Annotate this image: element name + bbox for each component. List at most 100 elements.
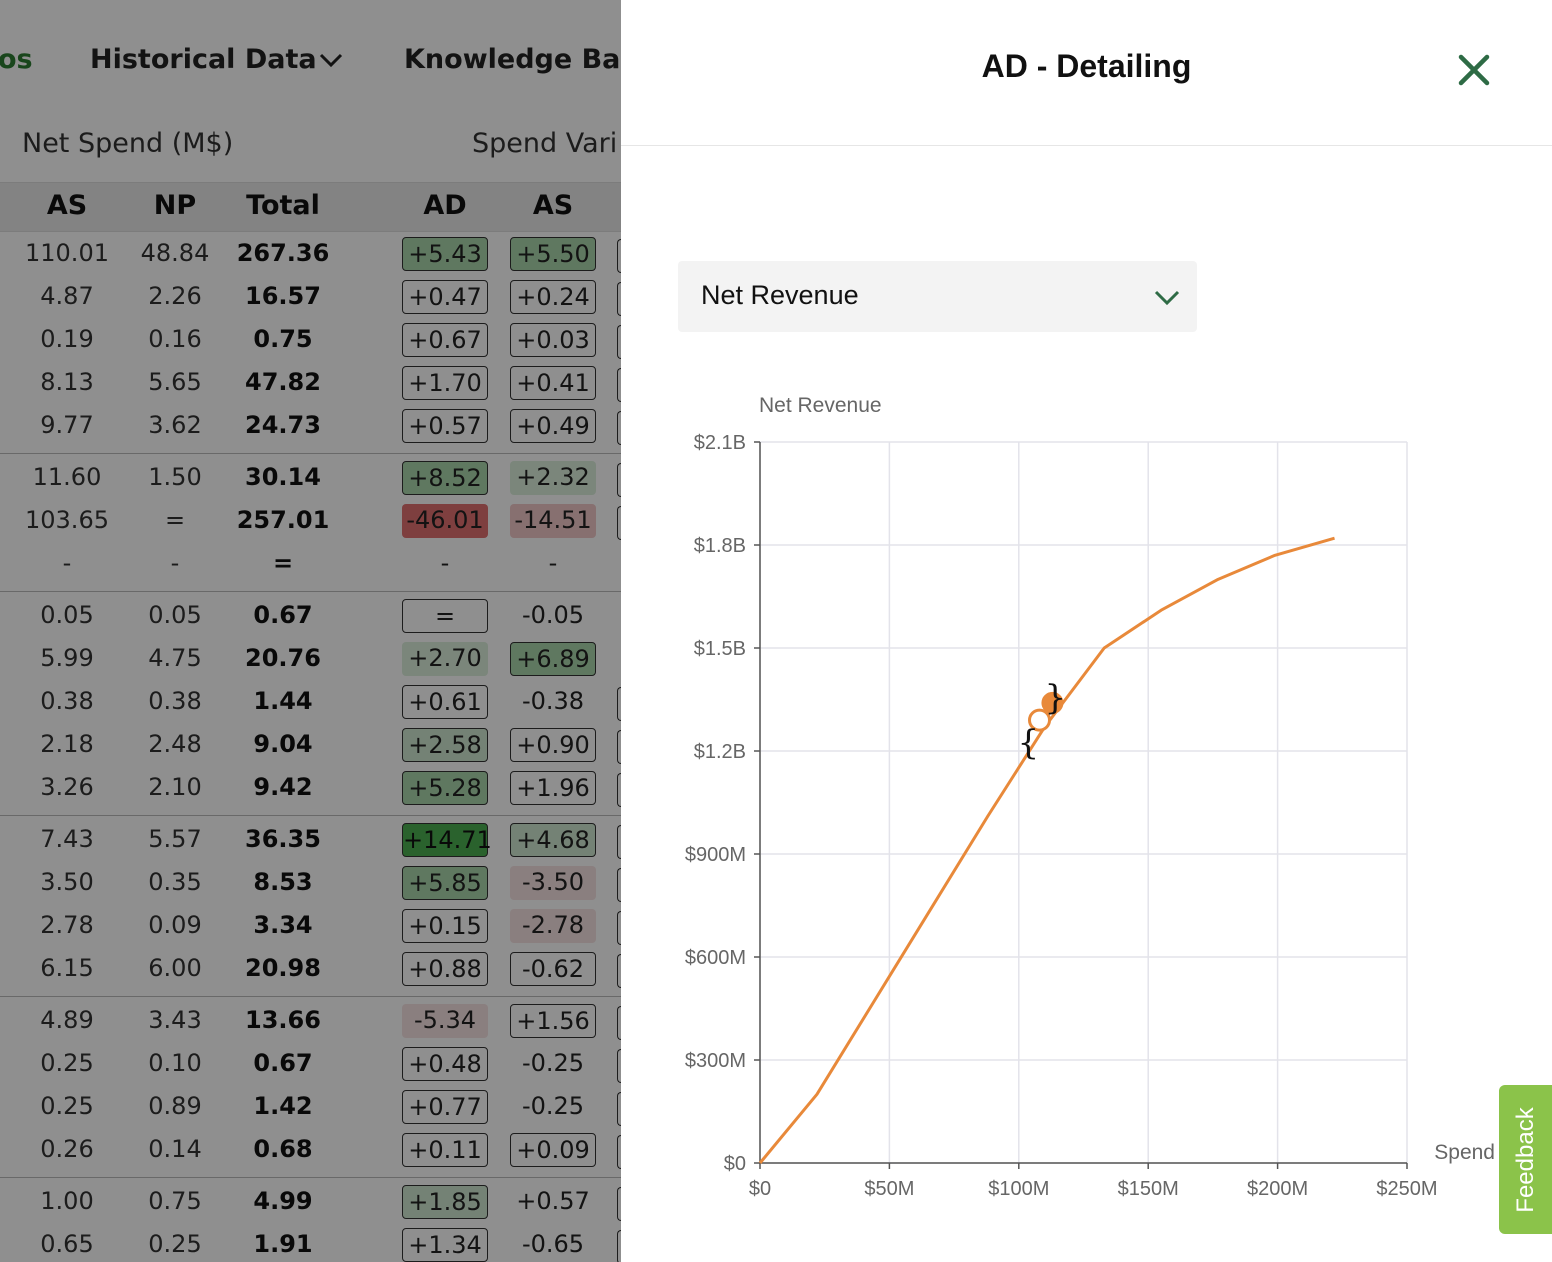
column-header-total[interactable]: Total bbox=[246, 190, 320, 221]
y-tick-label: $2.1B bbox=[694, 432, 746, 454]
column-header-ad[interactable]: AD bbox=[423, 190, 467, 221]
cell-as-variance: +1.96 bbox=[510, 771, 596, 805]
cell-total: 0.67 bbox=[253, 601, 313, 629]
cell-ad-variance: = bbox=[402, 599, 488, 633]
cell-np-variance-cut bbox=[617, 1049, 621, 1083]
metric-dropdown[interactable]: Net Revenue bbox=[678, 261, 1197, 332]
x-tick-label: $250M bbox=[1376, 1178, 1437, 1200]
cell-ad-variance: +0.61 bbox=[402, 685, 488, 719]
cell-total: 257.01 bbox=[236, 506, 330, 534]
cell-as: 0.19 bbox=[40, 325, 94, 353]
table-group-divider bbox=[0, 453, 621, 454]
cell-np-variance-cut bbox=[617, 282, 621, 316]
table-row[interactable]: 3.26 2.10 9.42 +5.28 +1.96 bbox=[0, 767, 621, 810]
cell-as: 0.05 bbox=[40, 601, 94, 629]
x-axis-title: Spend bbox=[1434, 1141, 1495, 1164]
cell-as-variance: +2.32 bbox=[510, 461, 596, 495]
cell-np-variance-cut bbox=[617, 730, 621, 764]
cell-np: 1.50 bbox=[148, 463, 202, 491]
cell-np: 0.35 bbox=[148, 868, 202, 896]
table-row[interactable]: 1.00 0.75 4.99 +1.85 +0.57 bbox=[0, 1181, 621, 1224]
cell-np: 2.48 bbox=[148, 730, 202, 758]
y-tick-label: $900M bbox=[685, 844, 746, 866]
feedback-label: Feedback bbox=[1511, 1106, 1539, 1213]
cell-as-variance: +0.57 bbox=[516, 1187, 590, 1215]
table-row[interactable]: 110.01 48.84 267.36 +5.43 +5.50 bbox=[0, 233, 621, 276]
cell-ad-variance: +8.52 bbox=[402, 461, 488, 495]
table-row[interactable]: 2.18 2.48 9.04 +2.58 +0.90 bbox=[0, 724, 621, 767]
cell-np-variance-cut bbox=[617, 1187, 621, 1221]
nav-item-knowledge-base[interactable]: Knowledge Base bbox=[404, 44, 621, 75]
cell-total: 24.73 bbox=[245, 411, 321, 439]
table-row[interactable]: 4.87 2.26 16.57 +0.47 +0.24 bbox=[0, 276, 621, 319]
cell-as: 0.26 bbox=[40, 1135, 94, 1163]
table-row[interactable]: 4.89 3.43 13.66 -5.34 +1.56 bbox=[0, 1000, 621, 1043]
cell-as: 3.50 bbox=[40, 868, 94, 896]
cell-total: 4.99 bbox=[253, 1187, 313, 1215]
x-tick-label: $100M bbox=[988, 1178, 1049, 1200]
feedback-tab[interactable]: Feedback bbox=[1499, 1085, 1552, 1234]
table-row[interactable]: - - = - - bbox=[0, 543, 621, 586]
table-row[interactable]: 9.77 3.62 24.73 +0.57 +0.49 bbox=[0, 405, 621, 448]
cell-np: 6.00 bbox=[148, 954, 202, 982]
cell-as-variance: +1.56 bbox=[510, 1004, 596, 1038]
table-row[interactable]: 0.26 0.14 0.68 +0.11 +0.09 bbox=[0, 1129, 621, 1172]
table-row[interactable]: 2.78 0.09 3.34 +0.15 -2.78 bbox=[0, 905, 621, 948]
cell-as: 11.60 bbox=[32, 463, 102, 491]
cell-as-variance: +0.03 bbox=[510, 323, 596, 357]
chevron-down-icon bbox=[1154, 290, 1180, 306]
table-row[interactable]: 7.43 5.57 36.35 +14.71 +4.68 bbox=[0, 819, 621, 862]
current-bracket-icon: { bbox=[1018, 723, 1040, 763]
cell-as-variance: -0.25 bbox=[521, 1049, 585, 1077]
table-group-header: Net Spend (M$) Spend Vari bbox=[0, 130, 621, 182]
table-row[interactable]: 0.25 0.89 1.42 +0.77 -0.25 bbox=[0, 1086, 621, 1129]
panel-divider bbox=[621, 145, 1552, 146]
detail-panel: AD - Detailing Net Revenue bbox=[621, 0, 1552, 1262]
cell-np: = bbox=[164, 506, 186, 534]
table-row[interactable]: 6.15 6.00 20.98 +0.88 -0.62 bbox=[0, 948, 621, 991]
cell-as-variance: +0.41 bbox=[510, 366, 596, 400]
table-row[interactable]: 0.65 0.25 1.91 +1.34 -0.65 bbox=[0, 1224, 621, 1262]
cell-total: 9.42 bbox=[253, 773, 313, 801]
nav-item-partial[interactable]: os bbox=[0, 44, 33, 75]
table-row[interactable]: 5.99 4.75 20.76 +2.70 +6.89 bbox=[0, 638, 621, 681]
cell-np: 48.84 bbox=[140, 239, 210, 267]
cell-as-variance: -14.51 bbox=[510, 504, 596, 538]
table-row[interactable]: 0.05 0.05 0.67 = -0.05 bbox=[0, 595, 621, 638]
cell-total: 3.34 bbox=[253, 911, 313, 939]
table-row[interactable]: 8.13 5.65 47.82 +1.70 +0.41 bbox=[0, 362, 621, 405]
cell-ad-variance: +0.77 bbox=[402, 1090, 488, 1124]
cell-np-variance-cut bbox=[617, 1092, 621, 1126]
y-tick-label: $300M bbox=[685, 1050, 746, 1072]
cell-as-variance: - bbox=[548, 549, 558, 577]
cell-np-variance-cut bbox=[617, 1230, 621, 1262]
y-axis-title: Net Revenue bbox=[759, 394, 882, 417]
table-row[interactable]: 103.65 = 257.01 -46.01 -14.51 bbox=[0, 500, 621, 543]
table-row[interactable]: 3.50 0.35 8.53 +5.85 -3.50 bbox=[0, 862, 621, 905]
y-tick-label: $1.5B bbox=[694, 638, 746, 660]
cell-as-variance: -2.78 bbox=[510, 909, 596, 943]
table-row[interactable]: 0.38 0.38 1.44 +0.61 -0.38 bbox=[0, 681, 621, 724]
cell-total: 0.68 bbox=[253, 1135, 313, 1163]
modal-backdrop[interactable] bbox=[0, 0, 621, 1262]
cell-np-variance-cut bbox=[617, 1006, 621, 1040]
cell-np: 0.14 bbox=[148, 1135, 202, 1163]
cell-np-variance-cut bbox=[617, 368, 621, 402]
panel-title: AD - Detailing bbox=[981, 48, 1192, 84]
cell-ad-variance: +0.11 bbox=[402, 1133, 488, 1167]
x-tick-label: $0 bbox=[749, 1178, 771, 1200]
table-row[interactable]: 0.25 0.10 0.67 +0.48 -0.25 bbox=[0, 1043, 621, 1086]
column-header-np[interactable]: NP bbox=[153, 190, 197, 221]
cell-as-variance: +0.49 bbox=[510, 409, 596, 443]
cell-ad-variance: +0.88 bbox=[402, 952, 488, 986]
column-header-as-variance[interactable]: AS bbox=[532, 190, 574, 221]
cell-as-variance: -0.65 bbox=[521, 1230, 585, 1258]
table-row[interactable]: 11.60 1.50 30.14 +8.52 +2.32 bbox=[0, 457, 621, 500]
close-icon[interactable] bbox=[1456, 52, 1492, 88]
cell-ad-variance: +1.70 bbox=[402, 366, 488, 400]
table-row[interactable]: 0.19 0.16 0.75 +0.67 +0.03 bbox=[0, 319, 621, 362]
chevron-down-icon[interactable] bbox=[318, 50, 344, 70]
nav-item-historical-data[interactable]: Historical Data bbox=[90, 44, 317, 75]
column-header-as[interactable]: AS bbox=[46, 190, 88, 221]
